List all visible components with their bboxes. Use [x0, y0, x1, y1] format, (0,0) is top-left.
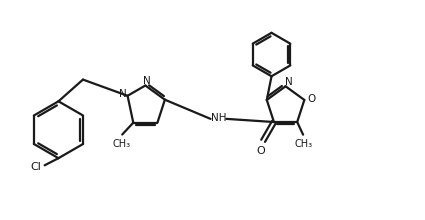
- Text: O: O: [307, 94, 315, 104]
- Text: N: N: [144, 76, 151, 86]
- Text: CH₃: CH₃: [295, 139, 313, 149]
- Text: N: N: [119, 89, 126, 99]
- Text: N: N: [285, 77, 292, 87]
- Text: Cl: Cl: [31, 162, 41, 172]
- Text: CH₃: CH₃: [112, 139, 130, 149]
- Text: NH: NH: [212, 113, 227, 123]
- Text: O: O: [256, 146, 265, 156]
